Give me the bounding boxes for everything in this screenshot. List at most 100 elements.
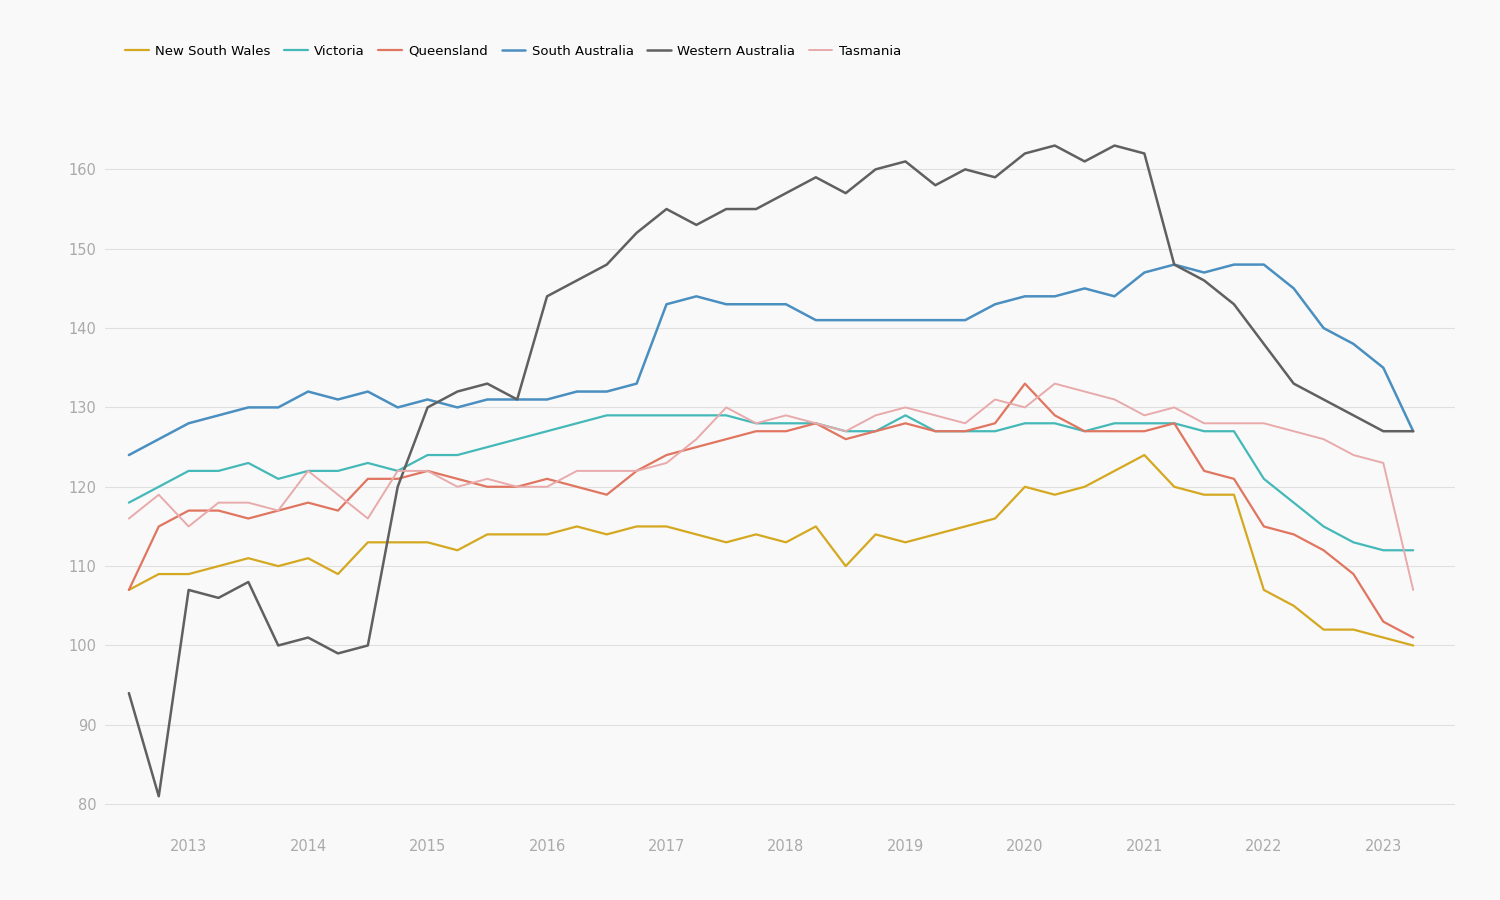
South Australia	[1136, 267, 1154, 278]
Western Australia	[180, 584, 198, 595]
Queensland	[1136, 426, 1154, 436]
Tasmania	[1404, 584, 1422, 595]
Tasmania	[1284, 426, 1302, 436]
Western Australia	[509, 394, 526, 405]
New South Wales	[867, 529, 885, 540]
New South Wales	[1106, 465, 1124, 476]
Queensland	[1076, 426, 1094, 436]
New South Wales	[1166, 482, 1184, 492]
New South Wales	[1226, 490, 1244, 500]
Tasmania	[687, 434, 705, 445]
Tasmania	[1226, 418, 1244, 428]
Western Australia	[568, 275, 586, 286]
Victoria	[120, 497, 138, 508]
Western Australia	[328, 648, 346, 659]
Victoria	[1046, 418, 1064, 428]
New South Wales	[538, 529, 556, 540]
Queensland	[927, 426, 945, 436]
Queensland	[657, 450, 675, 461]
Victoria	[388, 465, 406, 476]
Queensland	[986, 418, 1004, 428]
Victoria	[717, 410, 735, 421]
South Australia	[657, 299, 675, 310]
Queensland	[388, 473, 406, 484]
South Australia	[1404, 426, 1422, 436]
New South Wales	[419, 537, 436, 548]
New South Wales	[268, 561, 286, 572]
Western Australia	[598, 259, 616, 270]
South Australia	[1046, 291, 1064, 302]
Queensland	[240, 513, 258, 524]
Western Australia	[747, 203, 765, 214]
Victoria	[1284, 497, 1302, 508]
Tasmania	[897, 402, 915, 413]
South Australia	[1374, 363, 1392, 374]
South Australia	[927, 315, 945, 326]
Victoria	[509, 434, 526, 445]
Western Australia	[1404, 426, 1422, 436]
Victoria	[1226, 426, 1244, 436]
Tasmania	[1016, 402, 1034, 413]
Western Australia	[927, 180, 945, 191]
South Australia	[509, 394, 526, 405]
Western Australia	[1136, 148, 1154, 159]
Western Australia	[388, 482, 406, 492]
Queensland	[1016, 378, 1034, 389]
Queensland	[180, 505, 198, 516]
Western Australia	[1314, 394, 1332, 405]
South Australia	[807, 315, 825, 326]
New South Wales	[777, 537, 795, 548]
South Australia	[448, 402, 466, 413]
South Australia	[1284, 283, 1302, 293]
Queensland	[1374, 616, 1392, 627]
Western Australia	[448, 386, 466, 397]
Victoria	[1016, 418, 1034, 428]
Tasmania	[837, 426, 855, 436]
Victoria	[1256, 473, 1274, 484]
Western Australia	[1016, 148, 1034, 159]
Line: Queensland: Queensland	[129, 383, 1413, 637]
South Australia	[1314, 323, 1332, 334]
Victoria	[986, 426, 1004, 436]
Queensland	[210, 505, 228, 516]
Western Australia	[986, 172, 1004, 183]
Victoria	[627, 410, 645, 421]
New South Wales	[1404, 640, 1422, 651]
Tasmania	[657, 457, 675, 468]
South Australia	[1196, 267, 1214, 278]
Line: Victoria: Victoria	[129, 416, 1413, 550]
New South Wales	[1374, 632, 1392, 643]
South Australia	[298, 386, 316, 397]
Western Australia	[298, 632, 316, 643]
Western Australia	[120, 688, 138, 698]
Western Australia	[150, 791, 168, 802]
South Australia	[120, 450, 138, 461]
New South Wales	[747, 529, 765, 540]
Tasmania	[956, 418, 974, 428]
South Australia	[538, 394, 556, 405]
South Australia	[388, 402, 406, 413]
New South Wales	[328, 569, 346, 580]
Victoria	[956, 426, 974, 436]
South Australia	[1256, 259, 1274, 270]
Queensland	[1226, 473, 1244, 484]
Queensland	[150, 521, 168, 532]
Western Australia	[1284, 378, 1302, 389]
South Australia	[687, 291, 705, 302]
New South Wales	[358, 537, 376, 548]
Tasmania	[448, 482, 466, 492]
Victoria	[837, 426, 855, 436]
Tasmania	[627, 465, 645, 476]
Queensland	[448, 473, 466, 484]
South Australia	[897, 315, 915, 326]
Queensland	[1046, 410, 1064, 421]
Victoria	[657, 410, 675, 421]
South Australia	[1226, 259, 1244, 270]
Tasmania	[240, 497, 258, 508]
Victoria	[298, 465, 316, 476]
Tasmania	[268, 505, 286, 516]
South Australia	[717, 299, 735, 310]
Queensland	[268, 505, 286, 516]
Queensland	[478, 482, 496, 492]
Tasmania	[717, 402, 735, 413]
